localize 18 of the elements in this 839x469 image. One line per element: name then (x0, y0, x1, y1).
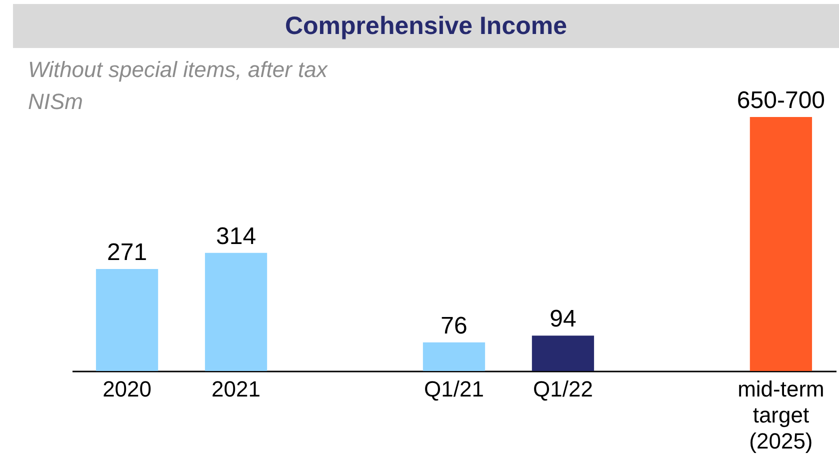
data-label: 314 (216, 222, 256, 250)
data-label: 76 (440, 312, 468, 340)
data-label: 271 (107, 239, 148, 266)
y-axis-title: NISm (28, 89, 83, 115)
bar (422, 342, 486, 371)
x-tick-label: 2020 (102, 376, 152, 402)
x-tick-label: 2021 (212, 376, 260, 402)
data-label: 94 (550, 306, 576, 333)
x-tick-label: Q1/22 (533, 376, 593, 402)
x-tick-label: mid-term target (2025) (738, 376, 824, 454)
data-label: 650-700 (736, 87, 825, 114)
bar (532, 336, 594, 371)
bar (750, 117, 812, 371)
bar (204, 252, 268, 371)
bar (96, 269, 158, 371)
chart-subtitle: Without special items, after tax (28, 57, 328, 83)
chart-title: Comprehensive Income (13, 4, 839, 48)
x-tick-label: Q1/21 (424, 376, 484, 402)
